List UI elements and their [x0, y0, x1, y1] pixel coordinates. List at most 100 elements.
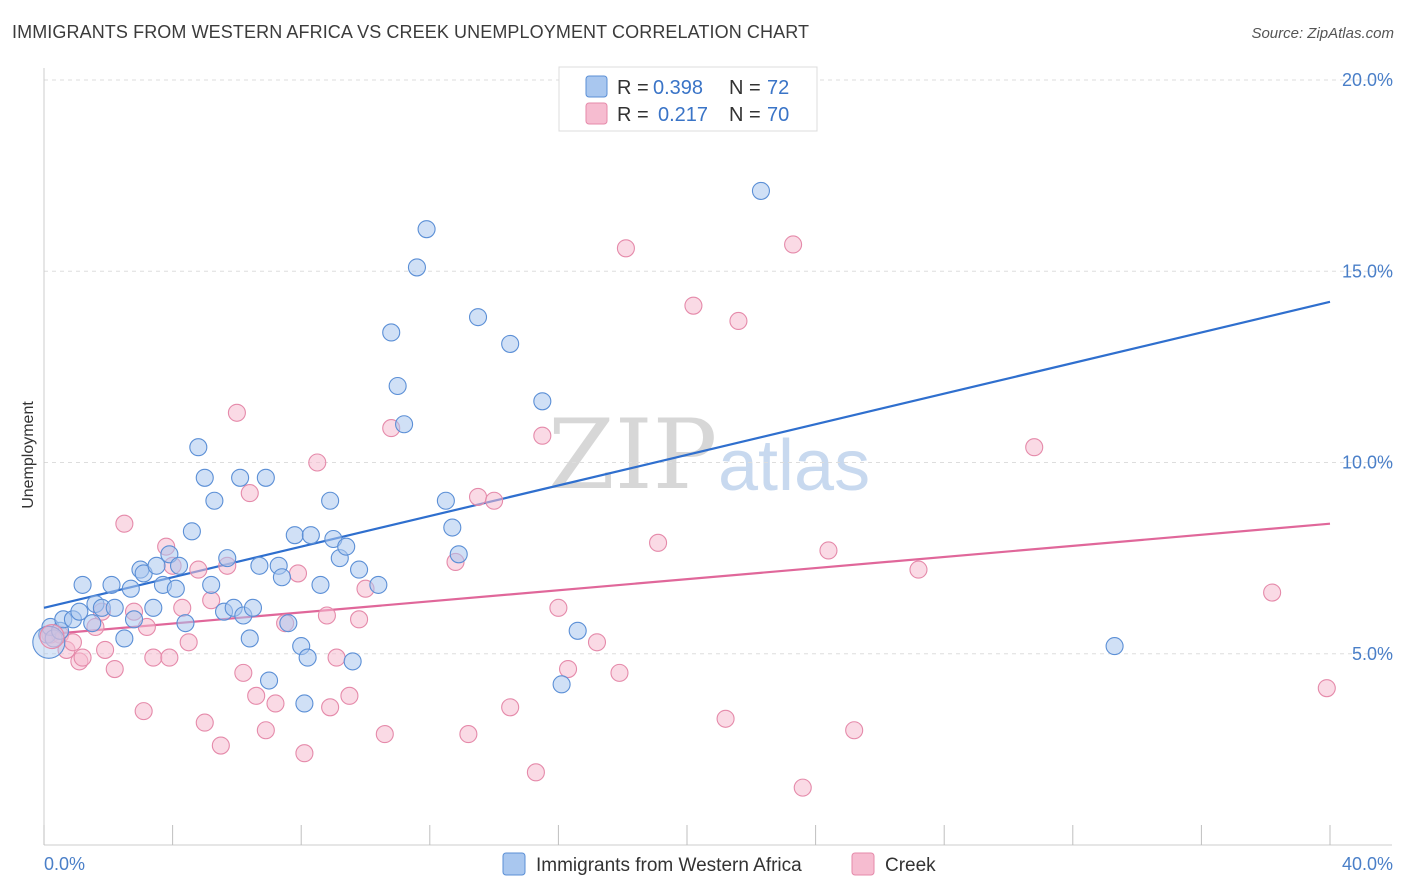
x-tick-label-max: 40.0%: [1342, 854, 1393, 874]
point-creek: [240, 484, 259, 503]
point-creek: [793, 778, 812, 797]
point-creek: [266, 694, 285, 713]
point-western-africa: [501, 334, 520, 353]
bottom-legend: Immigrants from Western Africa Creek: [502, 852, 936, 876]
point-western-africa: [121, 579, 140, 598]
point-western-africa: [259, 671, 279, 690]
point-western-africa: [202, 575, 221, 594]
point-western-africa: [279, 614, 298, 633]
point-creek: [1263, 583, 1282, 602]
point-western-africa: [382, 323, 401, 342]
point-creek: [610, 663, 629, 682]
chart-source: Source: ZipAtlas.com: [1251, 25, 1394, 42]
chart-title: IMMIGRANTS FROM WESTERN AFRICA VS CREEK …: [12, 22, 810, 42]
point-western-africa: [350, 560, 369, 579]
bottom-legend-swatch-blue: [502, 852, 526, 876]
point-creek: [134, 702, 153, 721]
point-creek-cluster: [39, 623, 65, 650]
point-creek: [468, 487, 488, 506]
point-western-africa: [240, 629, 259, 648]
x-tick-labels: 0.0% 40.0%: [44, 854, 1393, 874]
point-creek: [909, 560, 928, 579]
point-western-africa: [285, 526, 304, 545]
point-creek: [321, 698, 340, 717]
legend-r-label-1: R =: [617, 77, 649, 99]
point-western-africa-cluster: [32, 625, 66, 659]
point-creek: [144, 648, 163, 667]
point-creek: [295, 744, 314, 763]
legend: R = 0.398 N = 72 R = 0.217 N = 70: [558, 66, 818, 132]
point-creek: [558, 659, 578, 679]
legend-swatch-blue: [585, 75, 608, 98]
x-tick-label-min: 0.0%: [44, 854, 85, 874]
legend-r-value-1: 0.398: [653, 77, 703, 99]
point-creek: [845, 721, 864, 740]
point-creek: [649, 533, 668, 552]
point-western-africa: [443, 518, 462, 537]
legend-r-value-2: 0.217: [658, 104, 708, 126]
watermark-atlas: atlas: [718, 426, 870, 506]
point-western-africa: [388, 376, 407, 396]
point-western-africa: [166, 579, 185, 598]
point-creek: [256, 721, 275, 740]
point-western-africa: [182, 522, 201, 541]
point-creek: [105, 659, 124, 679]
point-western-africa: [147, 556, 166, 575]
point-western-africa: [105, 598, 124, 617]
point-western-africa: [568, 621, 587, 640]
point-western-africa: [751, 181, 770, 200]
y-tick-label: 10.0%: [1342, 453, 1393, 473]
point-creek: [115, 514, 134, 533]
point-western-africa: [1105, 637, 1124, 656]
gridlines: [44, 79, 1392, 655]
point-creek: [340, 686, 359, 705]
point-western-africa: [449, 545, 468, 564]
point-creek: [308, 453, 327, 472]
point-western-africa: [205, 491, 224, 510]
bottom-legend-swatch-pink: [851, 852, 875, 876]
trend-line-western-africa: [43, 300, 1331, 609]
legend-n-value-2: 70: [767, 104, 789, 126]
point-creek: [459, 725, 478, 744]
point-creek: [526, 763, 545, 782]
point-western-africa: [102, 575, 121, 594]
axes: [43, 68, 1392, 846]
trend-line-creek: [43, 522, 1331, 636]
point-western-africa: [73, 575, 92, 594]
point-creek: [684, 296, 703, 315]
point-western-africa: [395, 415, 414, 434]
point-western-africa: [343, 652, 362, 671]
point-western-africa: [468, 308, 488, 327]
point-western-africa: [250, 556, 269, 575]
legend-r-label-2: R =: [617, 104, 649, 126]
point-western-africa: [321, 491, 340, 510]
data-points: [32, 181, 1336, 797]
point-creek: [819, 541, 838, 560]
point-western-africa: [436, 491, 455, 510]
point-creek: [375, 725, 394, 744]
point-western-africa: [231, 468, 250, 487]
point-creek: [288, 564, 308, 583]
point-creek: [729, 311, 748, 331]
y-tick-label: 20.0%: [1342, 70, 1393, 90]
point-western-africa: [295, 694, 314, 713]
y-axis-title: Unemployment: [20, 401, 37, 509]
point-creek: [195, 713, 214, 732]
point-creek: [1317, 679, 1336, 698]
point-creek: [189, 560, 208, 579]
point-creek: [247, 686, 266, 705]
y-tick-labels: 5.0% 10.0% 15.0% 20.0%: [1342, 70, 1393, 664]
point-western-africa: [70, 602, 89, 621]
point-western-africa: [83, 614, 102, 633]
point-creek: [587, 633, 607, 652]
point-western-africa: [298, 648, 317, 667]
point-creek: [533, 426, 552, 445]
point-western-africa: [533, 392, 552, 411]
bottom-legend-label-blue: Immigrants from Western Africa: [536, 855, 802, 876]
legend-n-value-1: 72: [767, 77, 789, 99]
point-creek: [716, 709, 735, 728]
point-creek: [173, 598, 192, 617]
point-creek: [96, 640, 115, 659]
point-western-africa: [256, 468, 275, 487]
point-creek: [784, 235, 803, 254]
